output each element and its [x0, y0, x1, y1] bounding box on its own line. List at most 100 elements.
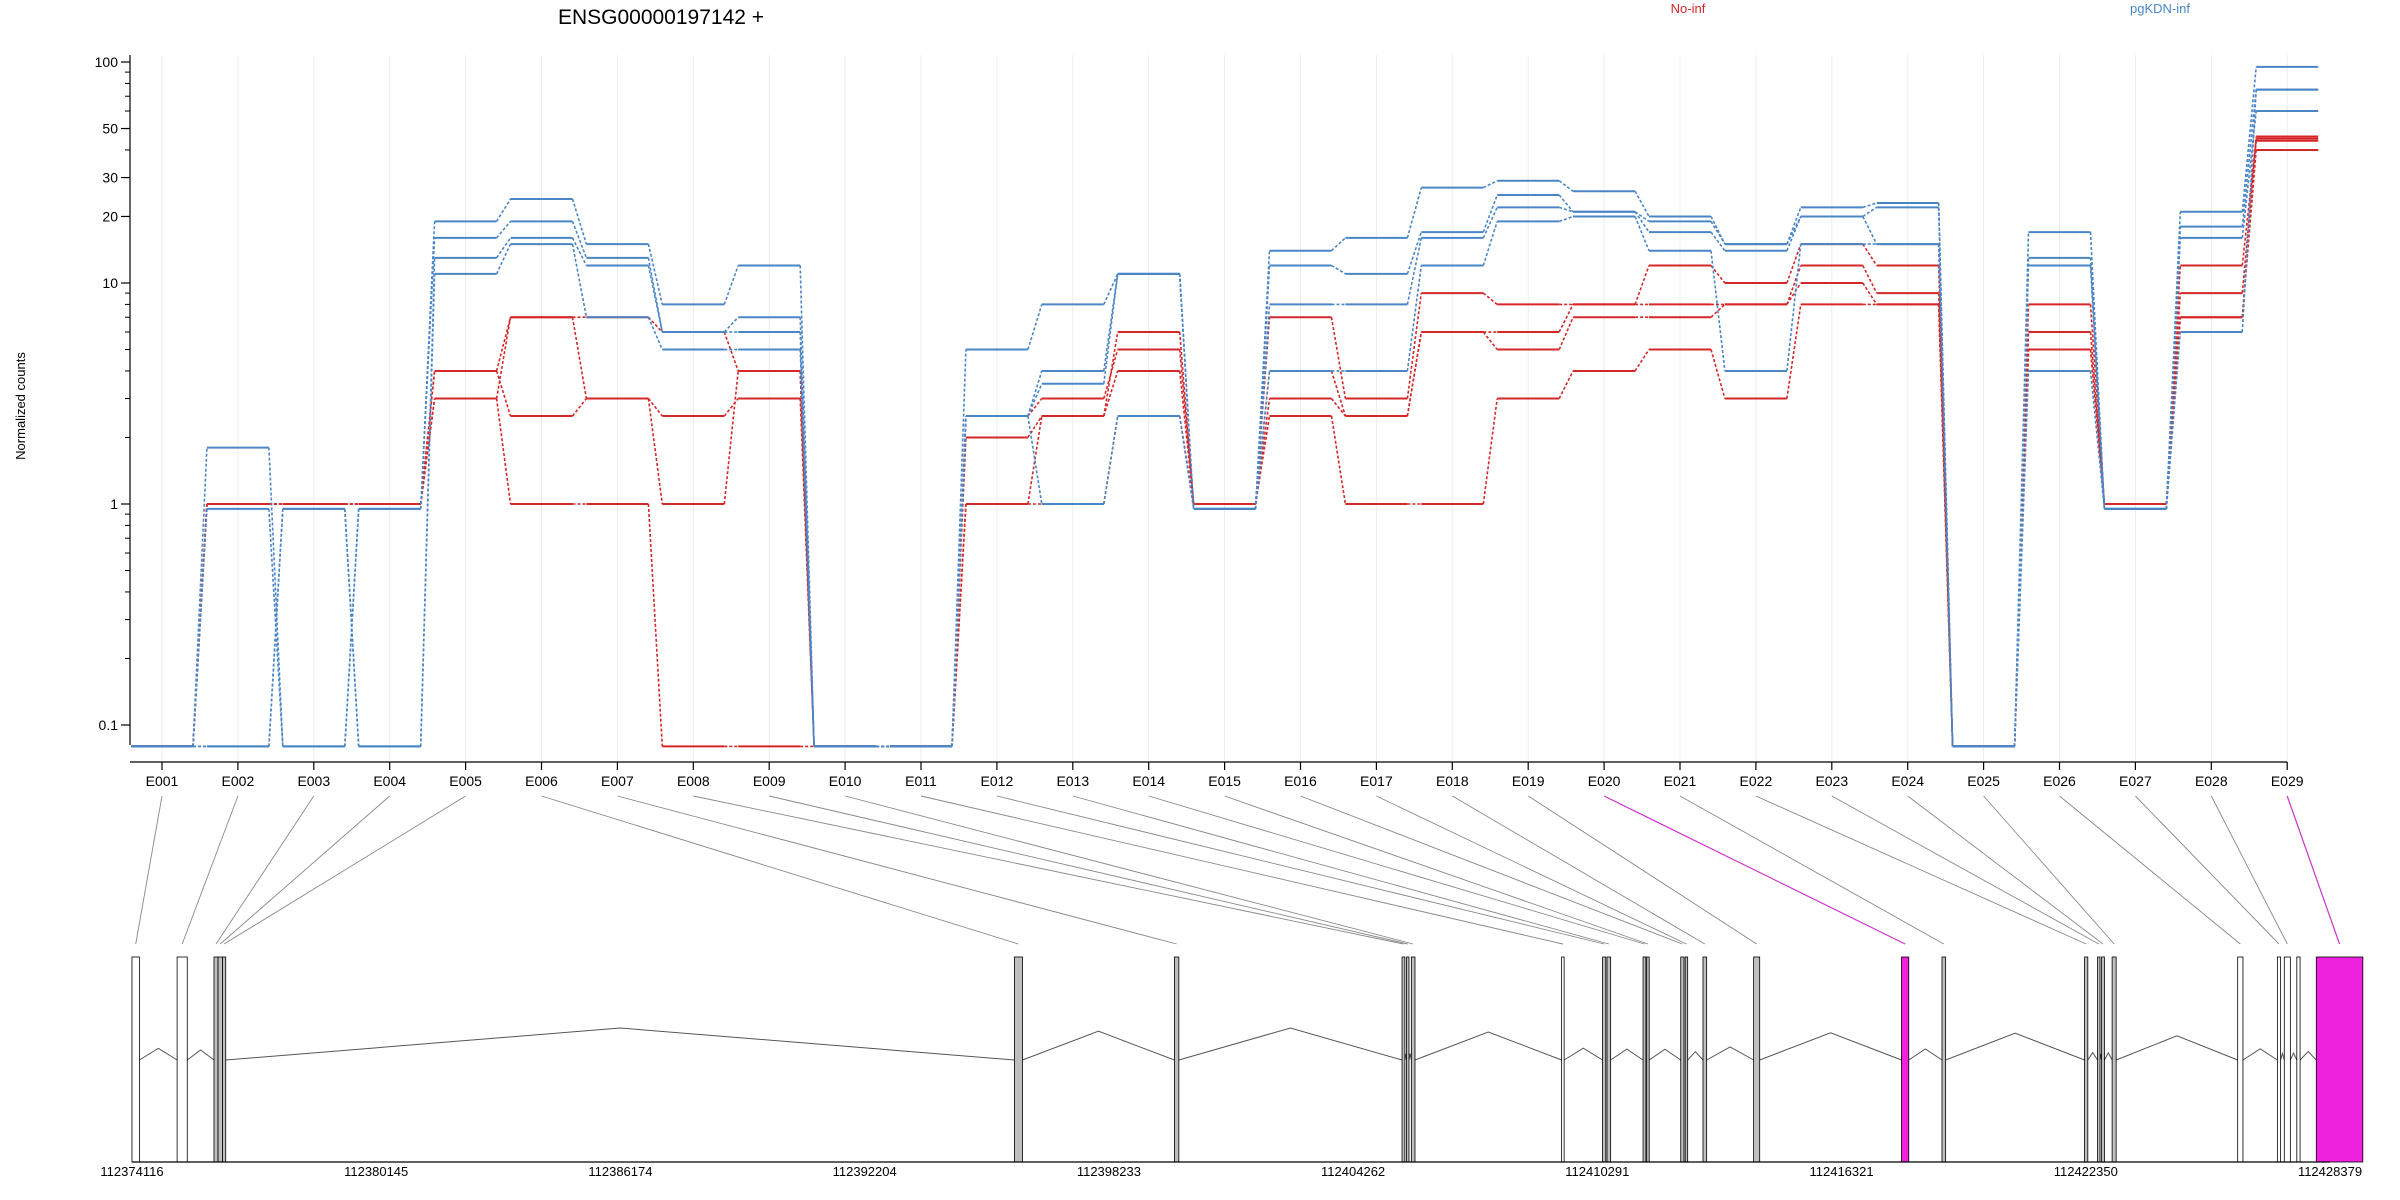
- connector-e022: [1755, 795, 2087, 945]
- x-tick-label-e002: E002: [222, 773, 255, 789]
- genomic-tick-label: 112386174: [588, 1164, 652, 1179]
- genomic-tick-label: 112374116: [100, 1164, 163, 1179]
- exon-box-e018: [1702, 956, 1708, 1163]
- genomic-tick-label: 112398233: [1077, 1164, 1141, 1179]
- intron-line: [186, 1049, 215, 1061]
- exon-box-e005: [222, 956, 227, 1163]
- x-tick-label-e001: E001: [146, 773, 179, 789]
- gene-model: [131, 956, 2364, 1163]
- intron-line: [2289, 1051, 2298, 1061]
- exon-box-e022: [2084, 956, 2089, 1163]
- exon-box-e025: [2111, 956, 2117, 1163]
- genomic-tick-label: 112392204: [833, 1164, 897, 1179]
- connector-e016: [1300, 795, 1683, 945]
- exon-box-e007: [1173, 956, 1180, 1163]
- exon-box-e009: [1406, 956, 1410, 1163]
- x-tick-label-e003: E003: [297, 773, 330, 789]
- x-tick-label-e011: E011: [905, 773, 937, 789]
- x-tick-label-e007: E007: [601, 773, 634, 789]
- exon-box-e015: [1646, 956, 1650, 1163]
- exon-box-e023: [2097, 956, 2101, 1163]
- y-axis: 0.1 1 10 20 30 50 100: [95, 54, 131, 745]
- connector-e018: [1452, 795, 1706, 945]
- x-tick-label-e009: E009: [753, 773, 786, 789]
- intron-line: [1648, 1048, 1682, 1061]
- x-tick-label-e006: E006: [525, 773, 558, 789]
- exon-box-e024: [2101, 956, 2105, 1163]
- y-tick-label: 50: [102, 121, 118, 137]
- x-axis: E001 E002 E003 E004 E005 E006 E007 E008 E009 E010…: [130, 761, 2304, 789]
- exon-box-e003: [213, 956, 219, 1163]
- exon-box-e029b: [2315, 956, 2364, 1163]
- connector-e009: [769, 795, 1408, 945]
- connector-e026: [2059, 795, 2241, 945]
- exon-box-e008: [1401, 956, 1406, 1163]
- connector-e006: [541, 795, 1019, 945]
- exon-box-e029: [2296, 956, 2301, 1163]
- x-tick-label-e005: E005: [449, 773, 482, 789]
- intron-line: [2115, 1035, 2238, 1061]
- genomic-tick-label: 112404262: [1321, 1164, 1385, 1179]
- genomic-axis: 112374116 112380145 112386174 112392204 1123…: [100, 1161, 2362, 1179]
- genomic-tick-label: 112428379: [2298, 1164, 2362, 1179]
- connector-e013: [1072, 795, 1609, 945]
- genomic-tick-label: 112380145: [344, 1164, 408, 1179]
- connector-e017: [1376, 795, 1687, 945]
- x-tick-label-e023: E023: [1815, 773, 1848, 789]
- connector-e008: [693, 795, 1404, 945]
- connector-e021: [1679, 795, 1945, 945]
- connector-e014: [1148, 795, 1645, 945]
- intron-line: [1687, 1050, 1704, 1061]
- x-tick-label-e017: E017: [1360, 773, 1393, 789]
- connector-e015: [1224, 795, 1649, 945]
- x-tick-label-e014: E014: [1132, 773, 1165, 789]
- exon-box-e002: [176, 956, 188, 1163]
- connector-e012: [996, 795, 1605, 945]
- genomic-tick-label: 112422350: [2054, 1164, 2118, 1179]
- exon-box-e013: [1606, 956, 1612, 1163]
- connector-e023: [1831, 795, 2100, 945]
- x-tick-label-e013: E013: [1056, 773, 1089, 789]
- legend-no-inf: No-inf: [1671, 1, 1706, 16]
- intron-line: [1563, 1047, 1603, 1061]
- x-tick-label-e028: E028: [2195, 773, 2228, 789]
- series-connector-path: [193, 89, 2257, 748]
- intron-line: [1414, 1031, 1562, 1061]
- x-tick-label-e022: E022: [1740, 773, 1773, 789]
- y-tick-label: 20: [102, 208, 118, 224]
- intron-line: [1945, 1032, 2085, 1061]
- connector-e004: [219, 795, 390, 945]
- intron-line: [1610, 1048, 1644, 1061]
- intron-line: [2087, 1051, 2098, 1061]
- intron-line: [2242, 1048, 2278, 1061]
- exon-box-e016: [1680, 956, 1685, 1163]
- x-tick-label-e015: E015: [1208, 773, 1241, 789]
- x-tick-label-e026: E026: [2043, 773, 2076, 789]
- y-tick-label: 30: [102, 170, 118, 186]
- connector-e019: [1527, 795, 1757, 945]
- exon-box-e006: [1013, 956, 1023, 1163]
- exon-box-e019: [1753, 956, 1761, 1163]
- x-tick-label-e019: E019: [1512, 773, 1545, 789]
- connector-e003: [215, 795, 315, 945]
- exon-box-e026: [2237, 956, 2244, 1163]
- intron-line: [2280, 1051, 2285, 1061]
- connector-e020: [1603, 795, 1906, 945]
- legend-pgkdn-inf: pgKDN-inf: [2130, 1, 2190, 16]
- chart-title: ENSG00000197142 +: [558, 6, 764, 29]
- exon-box-e020: [1901, 956, 1910, 1163]
- connector-e007: [617, 795, 1177, 945]
- intron-line: [2299, 1050, 2317, 1061]
- connector-e024: [1907, 795, 2104, 945]
- intron-line: [225, 1027, 1015, 1061]
- exon-box-e001: [131, 956, 140, 1163]
- y-axis-label: Normalized counts: [13, 352, 28, 460]
- exon-box-e017: [1684, 956, 1689, 1163]
- connector-e001: [135, 795, 163, 945]
- x-tick-label-e008: E008: [677, 773, 710, 789]
- x-tick-label-e021: E021: [1664, 773, 1697, 789]
- intron-line: [1706, 1046, 1754, 1061]
- intron-line: [139, 1047, 178, 1061]
- x-tick-label-e016: E016: [1284, 773, 1317, 789]
